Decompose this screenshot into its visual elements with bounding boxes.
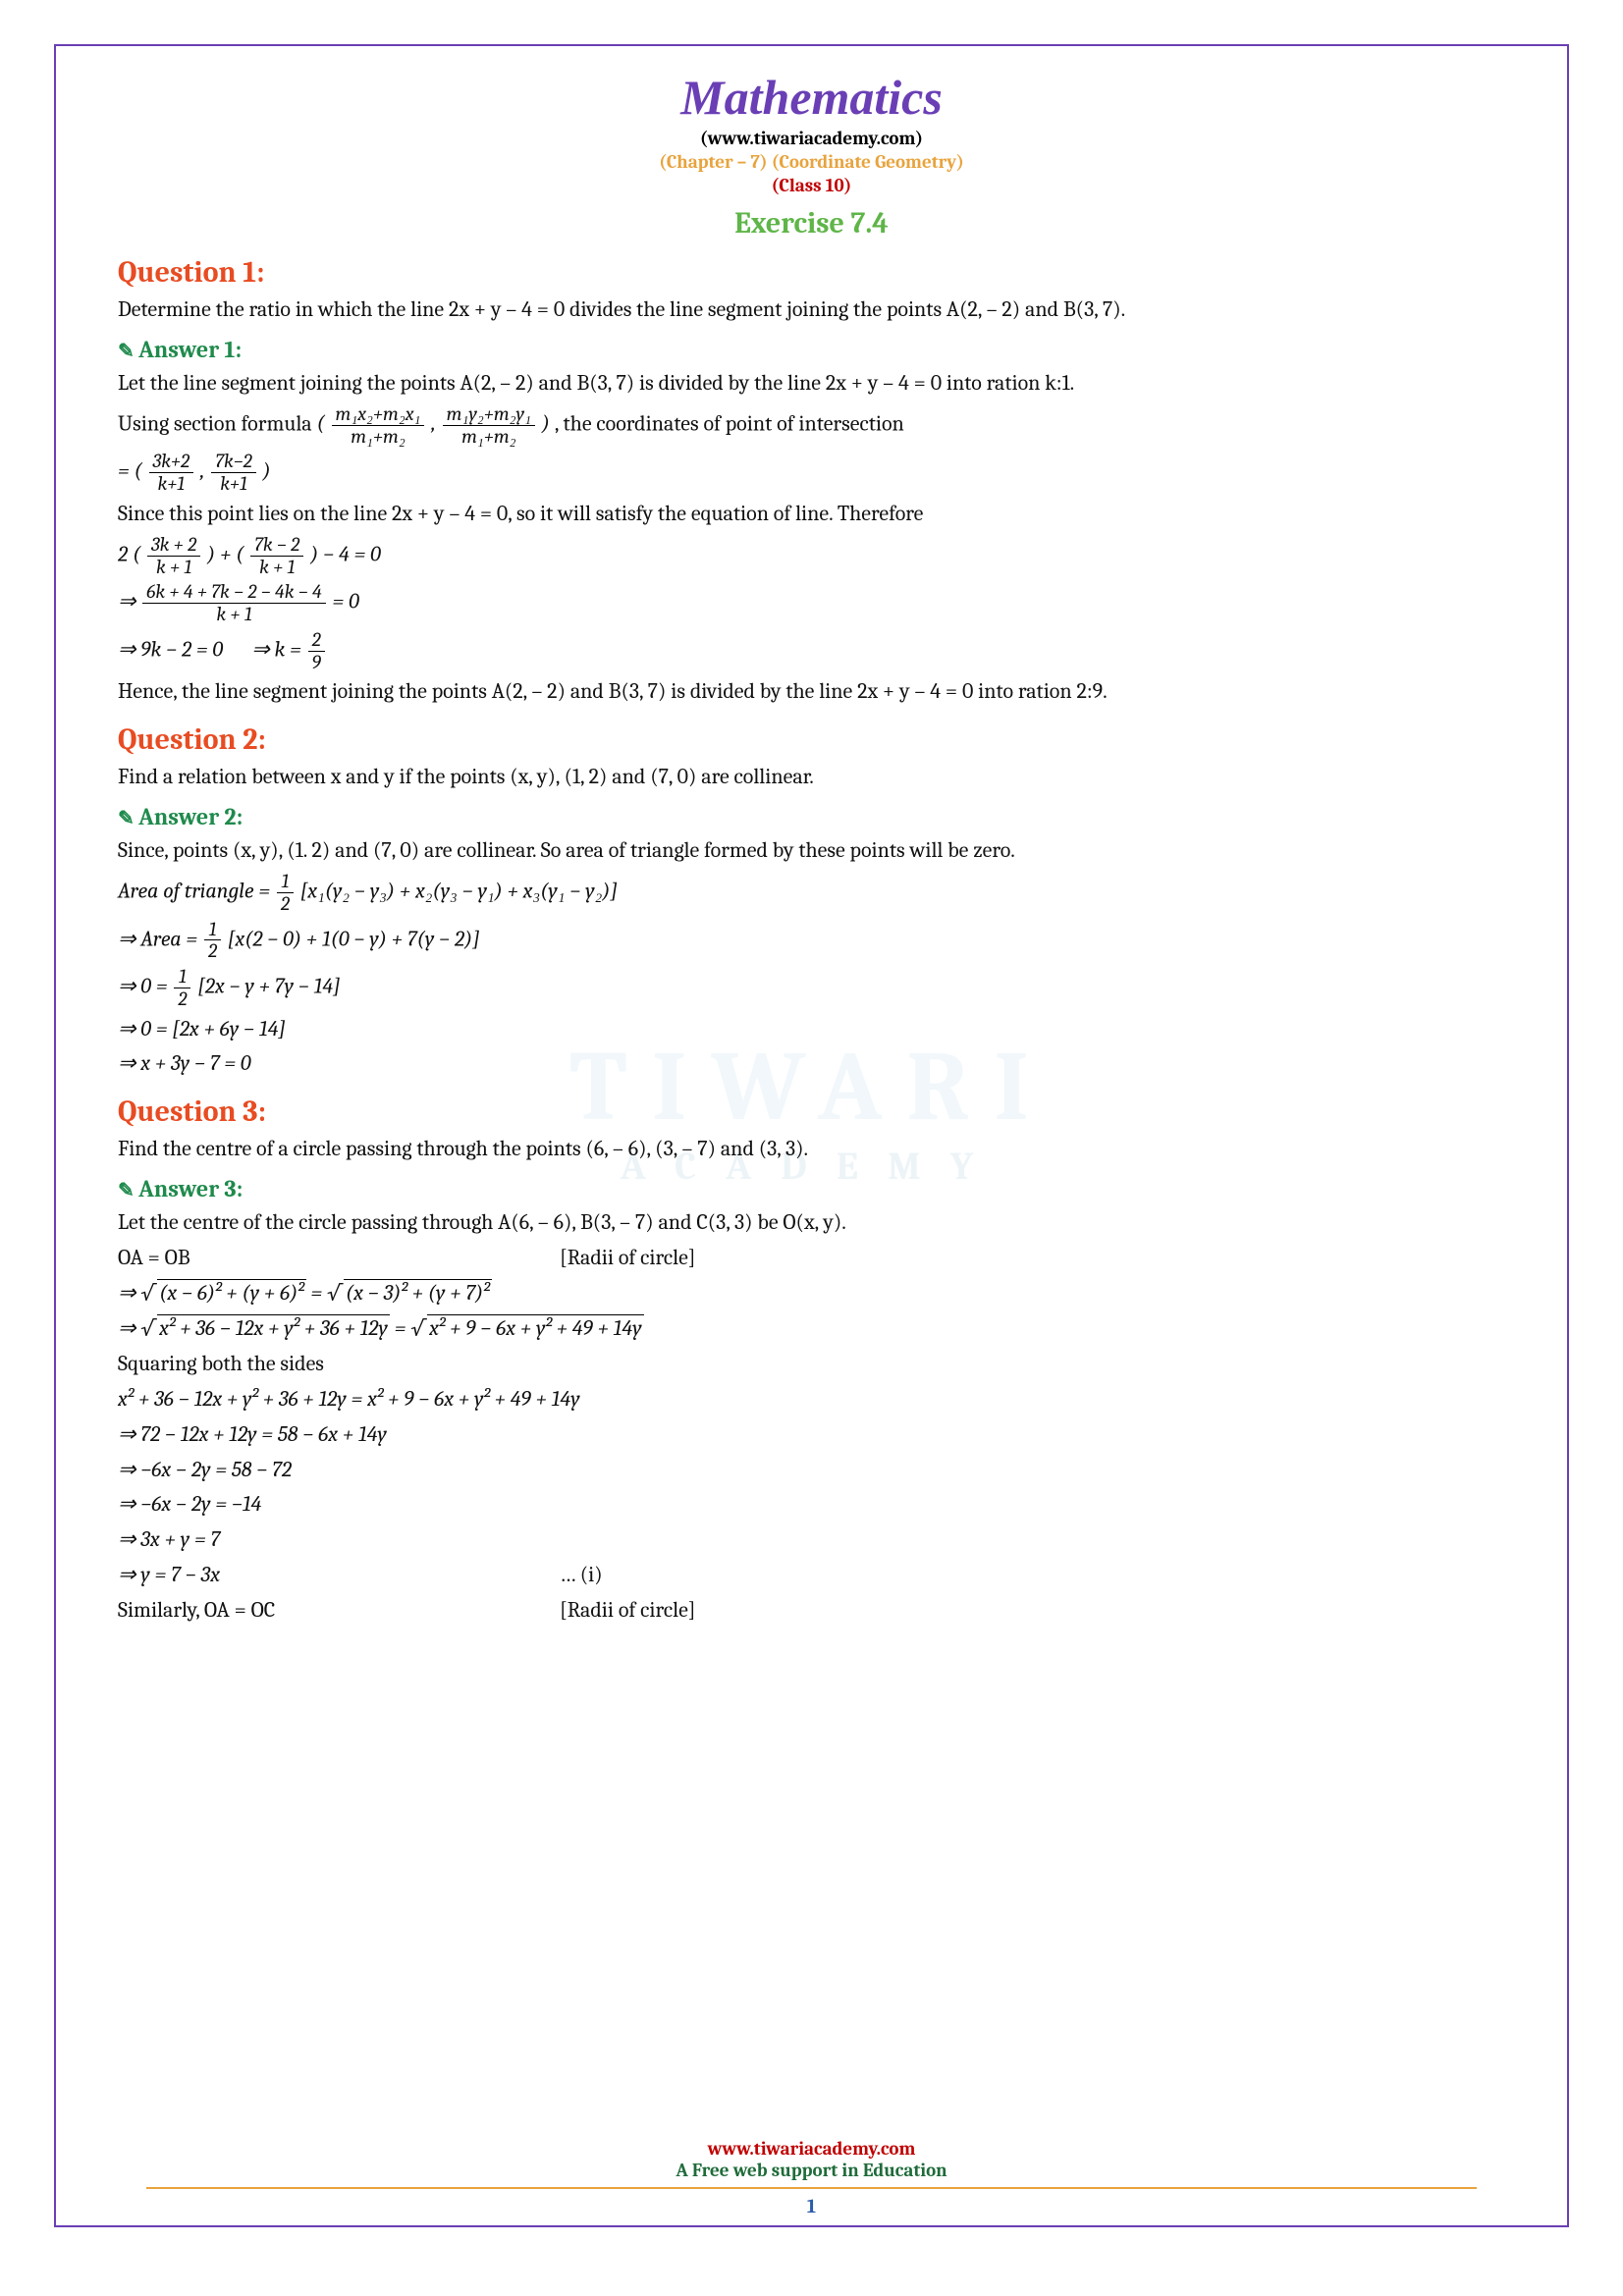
q3-a11: ⇒ y = 7 − 3x… (i): [118, 1560, 1505, 1591]
q3-a1: Let the centre of the circle passing thr…: [118, 1207, 1505, 1239]
q2-heading: Question 2:: [118, 722, 1505, 757]
title: Mathematics: [118, 69, 1505, 126]
q3-a5: Squaring both the sides: [118, 1349, 1505, 1380]
q3-a10: ⇒ 3x + y = 7: [118, 1524, 1505, 1556]
q3-a9: ⇒ −6x − 2y = −14: [118, 1489, 1505, 1521]
q1-eq4: ⇒ 9k − 2 = 0 ⇒ k = 29: [118, 629, 1505, 673]
q1-a3: Since this point lies on the line 2x + y…: [118, 499, 1505, 530]
q1-eq2: 2 ( 3k + 2k + 1 ) + ( 7k − 2k + 1 ) − 4 …: [118, 534, 1505, 578]
q3-heading: Question 3:: [118, 1095, 1505, 1129]
q3-a6: x² + 36 − 12x + y² + 36 + 12y = x² + 9 −…: [118, 1384, 1505, 1415]
q1-a2a: Using section formula: [118, 410, 317, 436]
q3-text: Find the centre of a circle passing thro…: [118, 1134, 1505, 1165]
footer: www.tiwariacademy.com A Free web support…: [0, 2138, 1623, 2217]
q1-text: Determine the ratio in which the line 2x…: [118, 294, 1505, 326]
q2-text: Find a relation between x and y if the p…: [118, 762, 1505, 793]
q3-a2: OA = OB[Radii of circle]: [118, 1243, 1505, 1274]
page-number: 1: [0, 2195, 1623, 2217]
footer-site: www.tiwariacademy.com: [0, 2138, 1623, 2160]
q3-eq1: ⇒ √(x − 6)² + (y + 6)² = √(x − 3)² + (y …: [118, 1278, 1505, 1309]
chapter: (Chapter – 7) (Coordinate Geometry): [118, 151, 1505, 173]
q3-a8: ⇒ −6x − 2y = 58 − 72: [118, 1455, 1505, 1486]
q3-a12: Similarly, OA = OC[Radii of circle]: [118, 1595, 1505, 1627]
website: (www.tiwariacademy.com): [118, 128, 1505, 149]
q2-a4: ⇒ 0 = 12 [2x − y + 7y − 14]: [118, 966, 1505, 1010]
page: TIWARI ACADEMY Mathematics (www.tiwariac…: [0, 0, 1623, 2296]
q1-a4: Hence, the line segment joining the poin…: [118, 676, 1505, 708]
q1-eq3: ⇒ 6k + 4 + 7k − 2 − 4k − 4k + 1 = 0: [118, 581, 1505, 625]
exercise: Exercise 7.4: [118, 206, 1505, 240]
q2-a5: ⇒ 0 = [2x + 6y − 14]: [118, 1014, 1505, 1045]
q1-eq1: = ( 3k+2k+1 , 7k−2k+1 ): [118, 451, 1505, 495]
q1-a2: Using section formula ( m₁x₂+m₂x₁m₁+m₂ ,…: [118, 403, 1505, 448]
q2-a2: Area of triangle = 12 [x₁(y₂ − y₃) + x₂(…: [118, 871, 1505, 915]
q1-a1: Let the line segment joining the points …: [118, 368, 1505, 400]
q2-a3: ⇒ Area = 12 [x(2 − 0) + 1(0 − y) + 7(y −…: [118, 919, 1505, 963]
q1-answer-heading: Answer 1:: [118, 336, 1505, 363]
document-header: Mathematics (www.tiwariacademy.com) (Cha…: [118, 69, 1505, 240]
q1-a2b: , the coordinates of point of intersecti…: [555, 410, 904, 436]
q3-a7: ⇒ 72 − 12x + 12y = 58 − 6x + 14y: [118, 1419, 1505, 1451]
q3-eq2: ⇒ √x² + 36 − 12x + y² + 36 + 12y = √x² +…: [118, 1313, 1505, 1345]
class: (Class 10): [118, 175, 1505, 196]
q1-heading: Question 1:: [118, 255, 1505, 290]
q2-answer-heading: Answer 2:: [118, 803, 1505, 830]
q2-a6: ⇒ x + 3y − 7 = 0: [118, 1048, 1505, 1080]
content: Mathematics (www.tiwariacademy.com) (Cha…: [69, 49, 1554, 1650]
footer-tag: A Free web support in Education: [0, 2160, 1623, 2181]
footer-rule: [146, 2187, 1477, 2189]
q3-answer-heading: Answer 3:: [118, 1175, 1505, 1202]
q2-a1: Since, points (x, y), (1. 2) and (7, 0) …: [118, 835, 1505, 867]
